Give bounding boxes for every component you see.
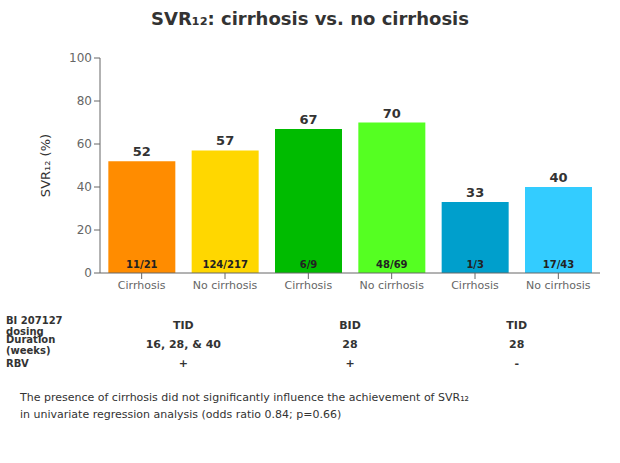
svg-text:40: 40 [77,180,92,194]
svg-text:No cirrhosis: No cirrhosis [526,279,591,292]
svg-text:Cirrhosis: Cirrhosis [118,279,166,292]
html-text:RBV: RBV [6,358,29,369]
svg-text:Cirrhosis: Cirrhosis [285,279,333,292]
svg-text:48/69: 48/69 [376,259,408,270]
svg-text:100: 100 [69,51,92,65]
svg-text:6/9: 6/9 [300,259,318,270]
svg-text:No cirrhosis: No cirrhosis [193,279,258,292]
html-text:SVR₁₂: cirrhosis vs. no cirrho: SVR₁₂: cirrhosis vs. no cirrhosis [151,8,469,29]
html-text:in univariate regression analy: in univariate regression analysis (odds … [20,408,342,421]
svg-text:124/217: 124/217 [202,259,247,270]
svg-text:11/21: 11/21 [126,259,158,270]
svg-text:1/3: 1/3 [466,259,484,270]
svg-text:33: 33 [466,185,484,200]
svg-text:20: 20 [77,223,92,237]
html-text:Duration (weeks): Duration (weeks) [6,333,56,356]
svg-text:No cirrhosis: No cirrhosis [359,279,424,292]
html-text:28: 28 [342,338,358,351]
svg-text:52: 52 [133,144,151,159]
svg-text:60: 60 [77,137,92,151]
html-text:TID: TID [506,319,527,332]
svg-text:80: 80 [77,94,92,108]
html-text:The presence of cirrhosis did: The presence of cirrhosis did not signif… [20,391,469,404]
svg-text:70: 70 [383,106,401,121]
html-text:BID: BID [339,319,361,332]
svg-text:57: 57 [216,133,234,148]
svg-text:SVR₁₂ (%): SVR₁₂ (%) [38,134,53,197]
html-text:28: 28 [509,338,525,351]
svg-text:0: 0 [84,266,92,280]
html-text:BI 207127 dosing: BI 207127 dosing [6,314,63,337]
svg-text:Cirrhosis: Cirrhosis [451,279,499,292]
html-text:16, 28, & 40: 16, 28, & 40 [145,338,221,351]
svg-text:67: 67 [299,112,317,127]
html-text:TID: TID [173,319,194,332]
svg-text:17/43: 17/43 [543,259,575,270]
svg-text:40: 40 [549,170,567,185]
